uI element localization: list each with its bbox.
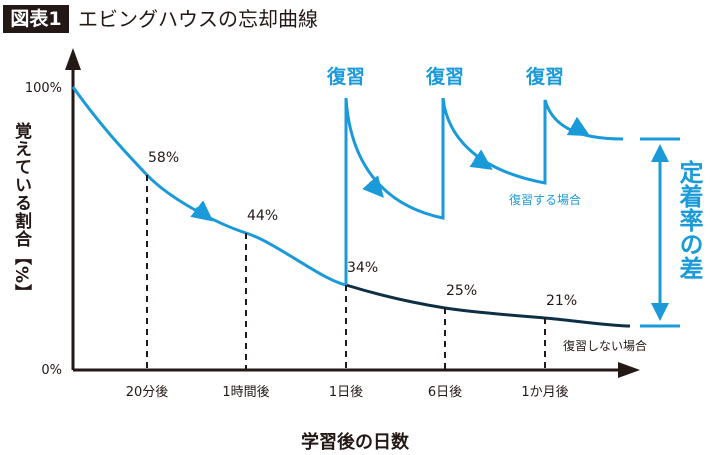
- difference-arrow-head-up: [651, 144, 669, 162]
- chart-title: エビングハウスの忘却曲線: [78, 7, 318, 31]
- review-label-1: 復習: [326, 65, 365, 88]
- review-label-2: 復習: [425, 65, 464, 88]
- review-direction-arrow: [566, 116, 591, 137]
- series-label-with-review: 復習する場合: [509, 192, 581, 207]
- figure-badge: 図表1: [3, 5, 69, 33]
- forgetting-curve-initial: [71, 86, 347, 287]
- x-tick-label: 20分後: [126, 385, 169, 400]
- x-tick-label: 1か月後: [521, 385, 568, 400]
- series-label-without-review: 復習しない場合: [563, 338, 647, 353]
- x-tick-label: 1日後: [329, 385, 363, 400]
- forgetting-curve-with-review: [344, 97, 624, 285]
- data-label: 25%: [446, 283, 477, 299]
- x-axis-label: 学習後の日数: [301, 432, 409, 453]
- y-axis-arrow: [65, 48, 81, 70]
- data-label: 58%: [148, 150, 179, 166]
- x-axis-arrow: [618, 362, 640, 378]
- y-tick-0: 0%: [41, 363, 62, 378]
- data-label: 34%: [347, 260, 378, 276]
- review-label-3: 復習: [525, 65, 564, 88]
- review-direction-arrow: [469, 149, 493, 170]
- difference-arrow-head-down: [651, 303, 669, 321]
- review-direction-arrow: [362, 175, 384, 198]
- x-tick-label: 1時間後: [222, 385, 269, 400]
- y-axis-label: 覚えている割合【%】: [11, 122, 31, 303]
- data-label: 21%: [546, 293, 577, 309]
- curve-direction-arrow: [190, 200, 214, 222]
- x-tick-label: 6日後: [428, 385, 462, 400]
- forgetting-curve-no-review: [345, 283, 631, 328]
- data-label: 44%: [247, 208, 278, 224]
- difference-label: 定着率の差: [675, 160, 703, 280]
- y-tick-100: 100%: [25, 81, 62, 96]
